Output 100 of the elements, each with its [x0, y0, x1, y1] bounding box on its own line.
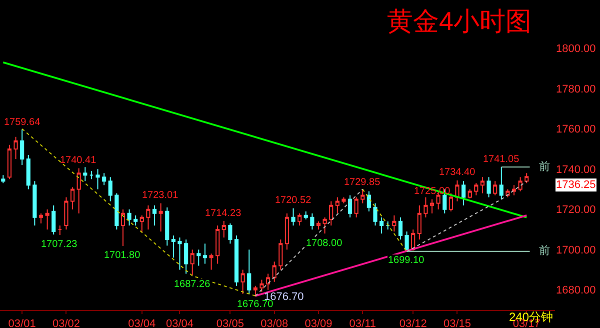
- candlestick: [284, 212, 290, 250]
- candlestick: [474, 182, 478, 196]
- candlestick: [222, 220, 226, 238]
- candlestick: [234, 235, 239, 286]
- candlestick: [316, 220, 321, 230]
- candlestick: [140, 214, 144, 233]
- annotation: 1701.80: [104, 250, 141, 261]
- candlestick: [304, 210, 308, 220]
- candlestick: [493, 180, 498, 196]
- candlestick: [190, 249, 194, 276]
- candlestick: [152, 204, 157, 226]
- candlestick: [291, 208, 296, 226]
- chart-title: 黄金4小时图: [387, 6, 532, 36]
- candlestick: [26, 154, 30, 190]
- candlestick: [266, 273, 270, 290]
- candlestick: [272, 261, 276, 282]
- candlestick: [38, 212, 44, 224]
- candlestick: [171, 235, 176, 258]
- x-tick-label: 03/04: [128, 318, 156, 328]
- x-tick-label: 03/08: [260, 318, 288, 328]
- x-tick-label: 03/12: [399, 318, 427, 328]
- candlestick: [260, 279, 264, 292]
- candlestick: [310, 212, 314, 230]
- x-tick-label: 03/02: [52, 318, 80, 328]
- annotation: 1699.10: [388, 255, 425, 266]
- candlestick: [455, 180, 460, 202]
- candlestick: [253, 285, 258, 298]
- x-tick-label: 03/11: [349, 318, 376, 328]
- ref-line-label: 前: [539, 161, 550, 173]
- candlestick: [114, 192, 119, 230]
- y-tick-label: 1680.00: [556, 284, 596, 297]
- annotation: 1687.26: [174, 279, 211, 290]
- candlestick: [96, 168, 100, 190]
- annotation: 1729.85: [344, 177, 381, 188]
- ref-line-label: 前: [539, 245, 550, 257]
- candlestick: [14, 136, 18, 160]
- candlestick: [348, 194, 352, 218]
- candlestick: [158, 202, 163, 232]
- candlestick: [178, 237, 182, 270]
- x-tick-label: 03/04: [166, 318, 194, 328]
- candlestick: [108, 176, 112, 202]
- candlestick: [247, 249, 252, 294]
- candlestick: [373, 202, 378, 226]
- candlestick: [209, 253, 214, 270]
- candlestick: [499, 166, 504, 200]
- annotation: 1740.41: [60, 155, 97, 166]
- candlestick: [512, 184, 516, 196]
- candlestick: [228, 222, 232, 244]
- candlestick: [480, 176, 485, 194]
- candlestick: [127, 208, 132, 226]
- candlestick: [468, 188, 472, 199]
- candlestick: [329, 200, 334, 226]
- candlestick: [335, 196, 340, 214]
- x-tick-label: 03/01: [8, 318, 36, 328]
- candlestick: [462, 180, 466, 206]
- y-tick-label: 1760.00: [556, 124, 596, 136]
- candlestick: [392, 214, 396, 232]
- annotation: 1708.00: [306, 238, 343, 249]
- candlestick: [58, 224, 62, 236]
- candlestick: [518, 176, 522, 192]
- candlestick: [102, 172, 106, 186]
- candlestick: [20, 129, 24, 166]
- candlestick: [366, 190, 371, 212]
- annotation: 1759.64: [4, 117, 41, 128]
- candlestick: [64, 196, 68, 230]
- text: 1736.25: [556, 179, 596, 191]
- candlestick: [240, 269, 245, 294]
- candlestick: [524, 172, 529, 184]
- y-tick-label: 1740.00: [556, 164, 596, 176]
- candlestick: [486, 176, 491, 198]
- candlestick: [360, 189, 365, 204]
- candlestick: [70, 186, 75, 210]
- candlestick: [342, 196, 346, 204]
- candlestick: [165, 206, 170, 246]
- candlestick: [1, 174, 6, 184]
- candlestick: [298, 212, 302, 226]
- x-tick-label: 03/15: [443, 318, 472, 328]
- y-tick-label: 1800.00: [556, 43, 596, 56]
- candlestick: [398, 216, 403, 240]
- candlestick: [45, 208, 50, 230]
- candlestick: [386, 220, 390, 230]
- candlestick: [89, 170, 94, 180]
- annotation: 1707.23: [41, 239, 78, 250]
- annotation: 1714.23: [205, 208, 242, 219]
- candlestick: [430, 198, 434, 214]
- annotation: 1741.05: [483, 154, 520, 165]
- candlestick: [202, 243, 208, 264]
- annotation: 1734.40: [439, 167, 476, 178]
- y-tick-label: 1700.00: [556, 244, 596, 256]
- candlestick: [32, 180, 37, 226]
- candlestick: [120, 208, 126, 246]
- annotation: 1720.52: [275, 195, 312, 206]
- y-tick-label: 1780.00: [556, 83, 596, 96]
- candlestick: [424, 196, 428, 218]
- candlestick: [146, 204, 150, 230]
- x-tick-label: 03/05: [216, 318, 244, 328]
- x-tick-label: 03/09: [304, 318, 332, 328]
- candlestick: [134, 214, 138, 226]
- candlestick: [448, 192, 453, 212]
- candlestick: [354, 196, 358, 218]
